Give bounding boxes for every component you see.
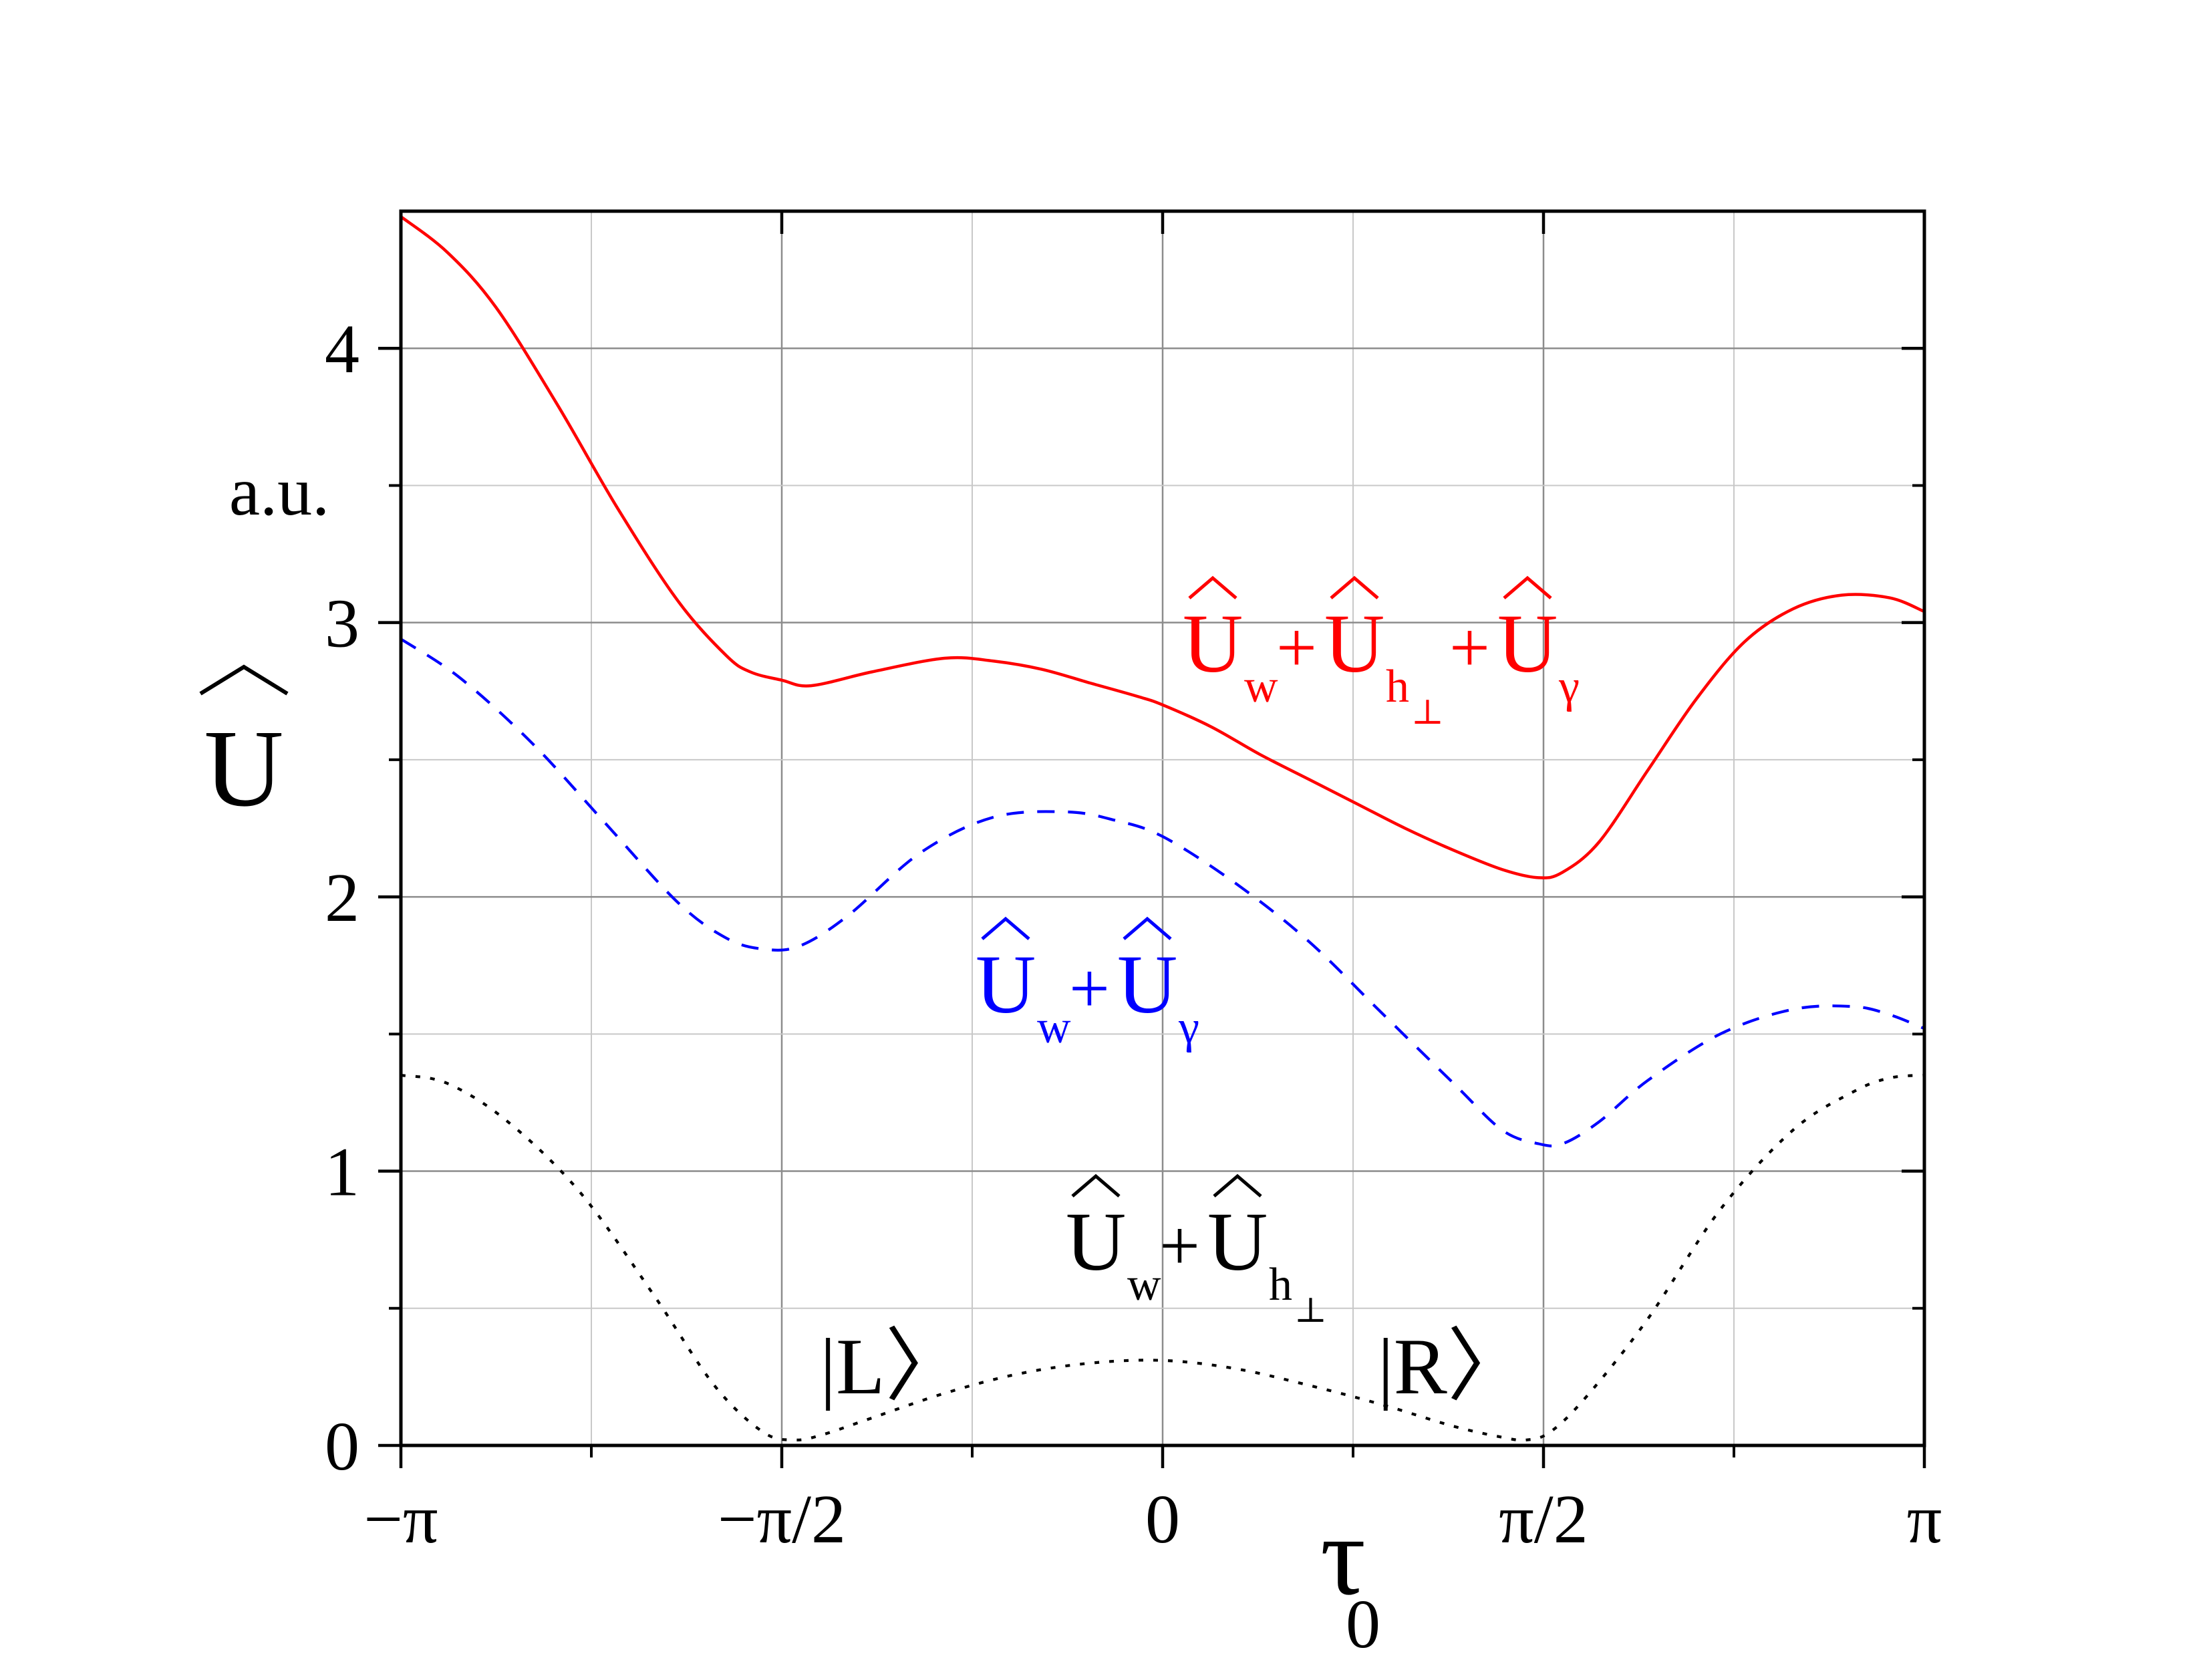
series-label-subscript: w (1127, 1259, 1161, 1310)
series-label-plus: + (1276, 608, 1317, 688)
y-tick-label: 1 (325, 1134, 359, 1211)
series-label-symbol: U (976, 939, 1036, 1031)
series-line-total (400, 215, 1925, 879)
series-layer (400, 215, 1925, 1442)
series-label-symbol: U (1117, 939, 1177, 1031)
x-tick-label: −π/2 (718, 1481, 846, 1558)
x-axis-label-subscript: 0 (1346, 1586, 1380, 1663)
series-label-subsubscript: ⊥ (1411, 694, 1444, 732)
x-tick-label: π/2 (1499, 1481, 1588, 1558)
series-label-hat (1503, 575, 1552, 599)
x-tick-label: π (1907, 1481, 1942, 1558)
series-label-hat (1123, 916, 1172, 940)
series-label-symbol: U (1183, 598, 1243, 690)
series-label-plus: + (1069, 949, 1110, 1028)
series-label-symbol: U (1207, 1196, 1268, 1288)
y-axis-unit-label: a.u. (229, 453, 329, 530)
series-label-hat (1330, 575, 1379, 599)
series-label-symbol: U (1497, 598, 1558, 690)
series-label-subscript: γ (1178, 1002, 1199, 1053)
series-label-symbol: U (1324, 598, 1384, 690)
series-label-hat (981, 916, 1030, 940)
annotation-right-state: |R〉 (1378, 1322, 1527, 1411)
series-label-hat (1071, 1173, 1121, 1198)
annotation-left-state: |L〉 (820, 1322, 965, 1411)
series-label-symbol: U (1066, 1196, 1126, 1288)
series-label-subsubscript: ⊥ (1294, 1292, 1327, 1330)
series-label-plus: + (1449, 608, 1490, 688)
y-tick-label: 3 (325, 585, 359, 662)
series-label-subscript: h (1269, 1259, 1292, 1310)
series-line-wgamma (400, 638, 1925, 1147)
series-label-subscript: w (1037, 1002, 1071, 1053)
series-line-wh (400, 1073, 1925, 1442)
series-label-plus: + (1159, 1206, 1200, 1286)
y-axis-label: U (204, 707, 283, 829)
x-tick-label: 0 (1145, 1481, 1180, 1558)
axis-ticks (378, 211, 1926, 1468)
y-axis-label-hat (199, 664, 289, 696)
y-tick-label: 4 (325, 311, 359, 388)
series-label-hat (1213, 1173, 1262, 1198)
y-tick-label: 2 (325, 859, 359, 936)
series-label-hat (1188, 575, 1237, 599)
series-label-subscript: h (1386, 661, 1409, 712)
x-tick-label: −π (363, 1481, 438, 1558)
y-tick-label: 0 (325, 1408, 359, 1485)
series-label-subscript: w (1244, 661, 1278, 712)
series-label-subscript: γ (1558, 661, 1580, 712)
x-axis-label: τ (1320, 1493, 1366, 1619)
